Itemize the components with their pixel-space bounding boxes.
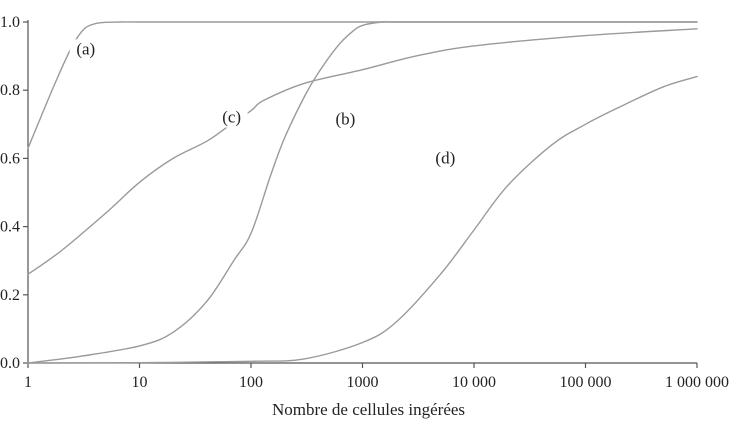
curve-c-line xyxy=(27,28,698,275)
x-tick-label: 100 000 xyxy=(560,374,612,391)
curve-b-label-backdrop xyxy=(329,109,362,130)
y-axis-ticks: 0.0 0.2 0.4 0.6 0.8 1.0 xyxy=(0,14,28,372)
y-tick-label: 0.2 xyxy=(0,287,20,304)
curve-b-line xyxy=(27,21,698,364)
x-axis-title: Nombre de cellules ingérées xyxy=(272,400,465,419)
curve-b-label: (b) xyxy=(335,109,355,128)
x-tick-label: 1000 xyxy=(347,374,379,391)
y-tick-label: 1.0 xyxy=(0,14,20,31)
x-tick-label: 10 xyxy=(132,374,148,391)
curve-c-label: (c) xyxy=(222,108,241,127)
x-tick-label: 1 000 000 xyxy=(665,374,729,391)
curve-a-label-backdrop xyxy=(69,39,102,60)
curve-d-label-backdrop xyxy=(429,148,462,169)
y-tick-label: 0.6 xyxy=(0,150,20,167)
series-lines xyxy=(27,21,698,364)
x-tick-label: 100 xyxy=(239,374,263,391)
curve-a-label: (a) xyxy=(76,39,95,58)
x-axis-ticks: 1 10 100 1000 10 000 100 000 1 000 000 xyxy=(24,363,729,391)
curve-d-line xyxy=(27,75,698,364)
y-tick-label: 0.8 xyxy=(0,82,20,99)
series-labels: (a) (b) (c) (d) xyxy=(69,39,462,169)
y-tick-label: 0.0 xyxy=(0,355,20,372)
y-tick-label: 0.4 xyxy=(0,219,20,236)
x-tick-label: 1 xyxy=(24,374,32,391)
x-tick-label: 10 000 xyxy=(452,374,496,391)
curve-a-line xyxy=(27,21,698,149)
curve-d-label: (d) xyxy=(435,149,455,168)
curve-c-label-backdrop xyxy=(215,107,248,128)
